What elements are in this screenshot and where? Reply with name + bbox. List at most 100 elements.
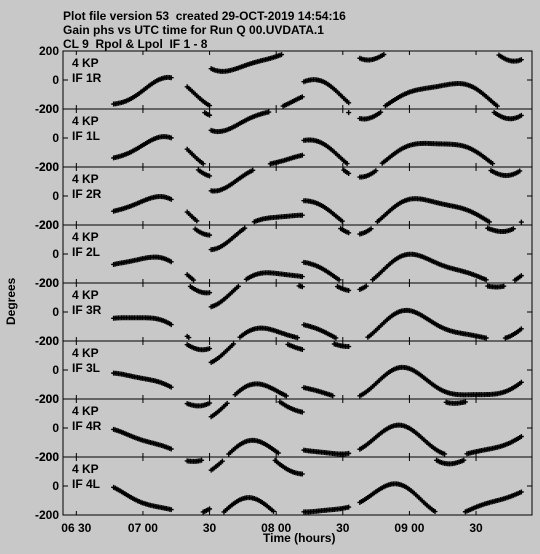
data-point <box>368 226 374 232</box>
panel-label-if: IF 2L <box>72 245 100 259</box>
data-point <box>518 273 524 279</box>
data-point <box>373 168 379 174</box>
panel-label-if: IF 2R <box>72 187 102 201</box>
data-point <box>346 170 352 176</box>
data-point <box>283 393 289 399</box>
panel-frame <box>62 398 533 458</box>
y-tick-label: 0 <box>52 479 59 493</box>
y-axis-label: Degrees <box>4 277 18 325</box>
data-point <box>231 341 237 347</box>
data-point <box>486 219 492 225</box>
data-point <box>168 322 174 328</box>
plot-header-line3: CL 9 Rpol & Lpol IF 1 - 8 <box>63 37 208 51</box>
y-tick-label: 0 <box>52 247 59 261</box>
data-point <box>518 326 524 332</box>
y-tick-label: -200 <box>35 218 59 232</box>
data-point <box>191 277 197 283</box>
y-tick-label: 200 <box>39 160 59 174</box>
panel-label-source: 4 KP <box>72 230 99 244</box>
data-point <box>510 226 516 232</box>
y-tick-label: -200 <box>35 450 59 464</box>
data-point <box>279 52 285 58</box>
data-point <box>299 284 305 290</box>
data-point <box>168 196 174 202</box>
x-tick-label: 08 00 <box>261 521 291 535</box>
data-point <box>207 173 213 179</box>
y-tick-label: 200 <box>39 218 59 232</box>
data-point <box>330 393 336 399</box>
x-tick-label: 07 00 <box>128 521 158 535</box>
data-point <box>346 450 352 456</box>
y-tick-label: -200 <box>35 276 59 290</box>
data-point <box>207 400 213 406</box>
y-tick-label: 200 <box>39 334 59 348</box>
data-point <box>494 103 500 109</box>
data-point <box>339 218 345 224</box>
y-tick-label: -200 <box>35 392 59 406</box>
y-tick-label: -200 <box>35 334 59 348</box>
data-point <box>518 112 524 118</box>
plot-header-line1: Plot file version 53 created 29-OCT-2019… <box>63 9 346 23</box>
data-point <box>200 161 206 167</box>
data-point <box>271 508 277 514</box>
data-point <box>299 471 305 477</box>
y-tick-label: 0 <box>52 421 59 435</box>
data-point <box>518 433 524 439</box>
y-tick-label: 200 <box>39 276 59 290</box>
data-point <box>295 335 300 341</box>
data-point <box>344 161 350 167</box>
data-point <box>346 504 352 510</box>
data-point <box>250 167 256 173</box>
x-axis-label: Time (hours) <box>263 531 336 545</box>
data-point <box>381 51 387 57</box>
data-point <box>442 451 448 457</box>
data-point <box>462 399 468 405</box>
data-point <box>483 277 489 283</box>
data-point <box>207 112 213 118</box>
y-tick-label: -200 <box>35 508 59 522</box>
y-tick-label: 0 <box>52 363 59 377</box>
data-point <box>275 450 281 456</box>
data-point <box>299 409 305 415</box>
data-point <box>168 259 174 265</box>
x-tick-label: 30 <box>469 521 483 535</box>
data-point <box>490 161 496 167</box>
data-point <box>299 346 305 352</box>
panel-label-if: IF 3L <box>72 361 100 375</box>
data-point <box>168 384 174 390</box>
panel-label-source: 4 KP <box>72 346 99 360</box>
data-point <box>518 57 524 63</box>
data-point <box>168 507 174 513</box>
data-point <box>207 290 213 296</box>
data-point <box>235 283 241 289</box>
panel-label-source: 4 KP <box>72 404 99 418</box>
y-tick-label: 0 <box>52 305 59 319</box>
panel-label-if: IF 1L <box>72 129 100 143</box>
data-point <box>168 446 174 452</box>
data-point <box>483 335 489 341</box>
data-point <box>363 283 369 289</box>
data-point <box>501 283 507 289</box>
data-point <box>219 458 225 464</box>
data-point <box>346 344 352 350</box>
data-point <box>518 379 524 385</box>
y-tick-label: 0 <box>52 131 59 145</box>
data-point <box>517 168 523 174</box>
data-point <box>518 489 524 495</box>
data-point <box>207 103 213 109</box>
panel-label-source: 4 KP <box>72 172 99 186</box>
data-point <box>346 287 352 293</box>
data-point <box>224 400 230 406</box>
data-point <box>336 277 342 283</box>
y-tick-label: 0 <box>52 189 59 203</box>
panel-label-if: IF 4R <box>72 419 102 433</box>
data-point <box>207 346 213 352</box>
y-tick-label: 200 <box>39 450 59 464</box>
x-tick-label: 30 <box>203 521 217 535</box>
data-point <box>199 457 205 463</box>
data-point <box>299 274 305 280</box>
y-tick-label: 0 <box>52 73 59 87</box>
data-point <box>461 457 467 463</box>
y-tick-label: 200 <box>39 44 59 58</box>
